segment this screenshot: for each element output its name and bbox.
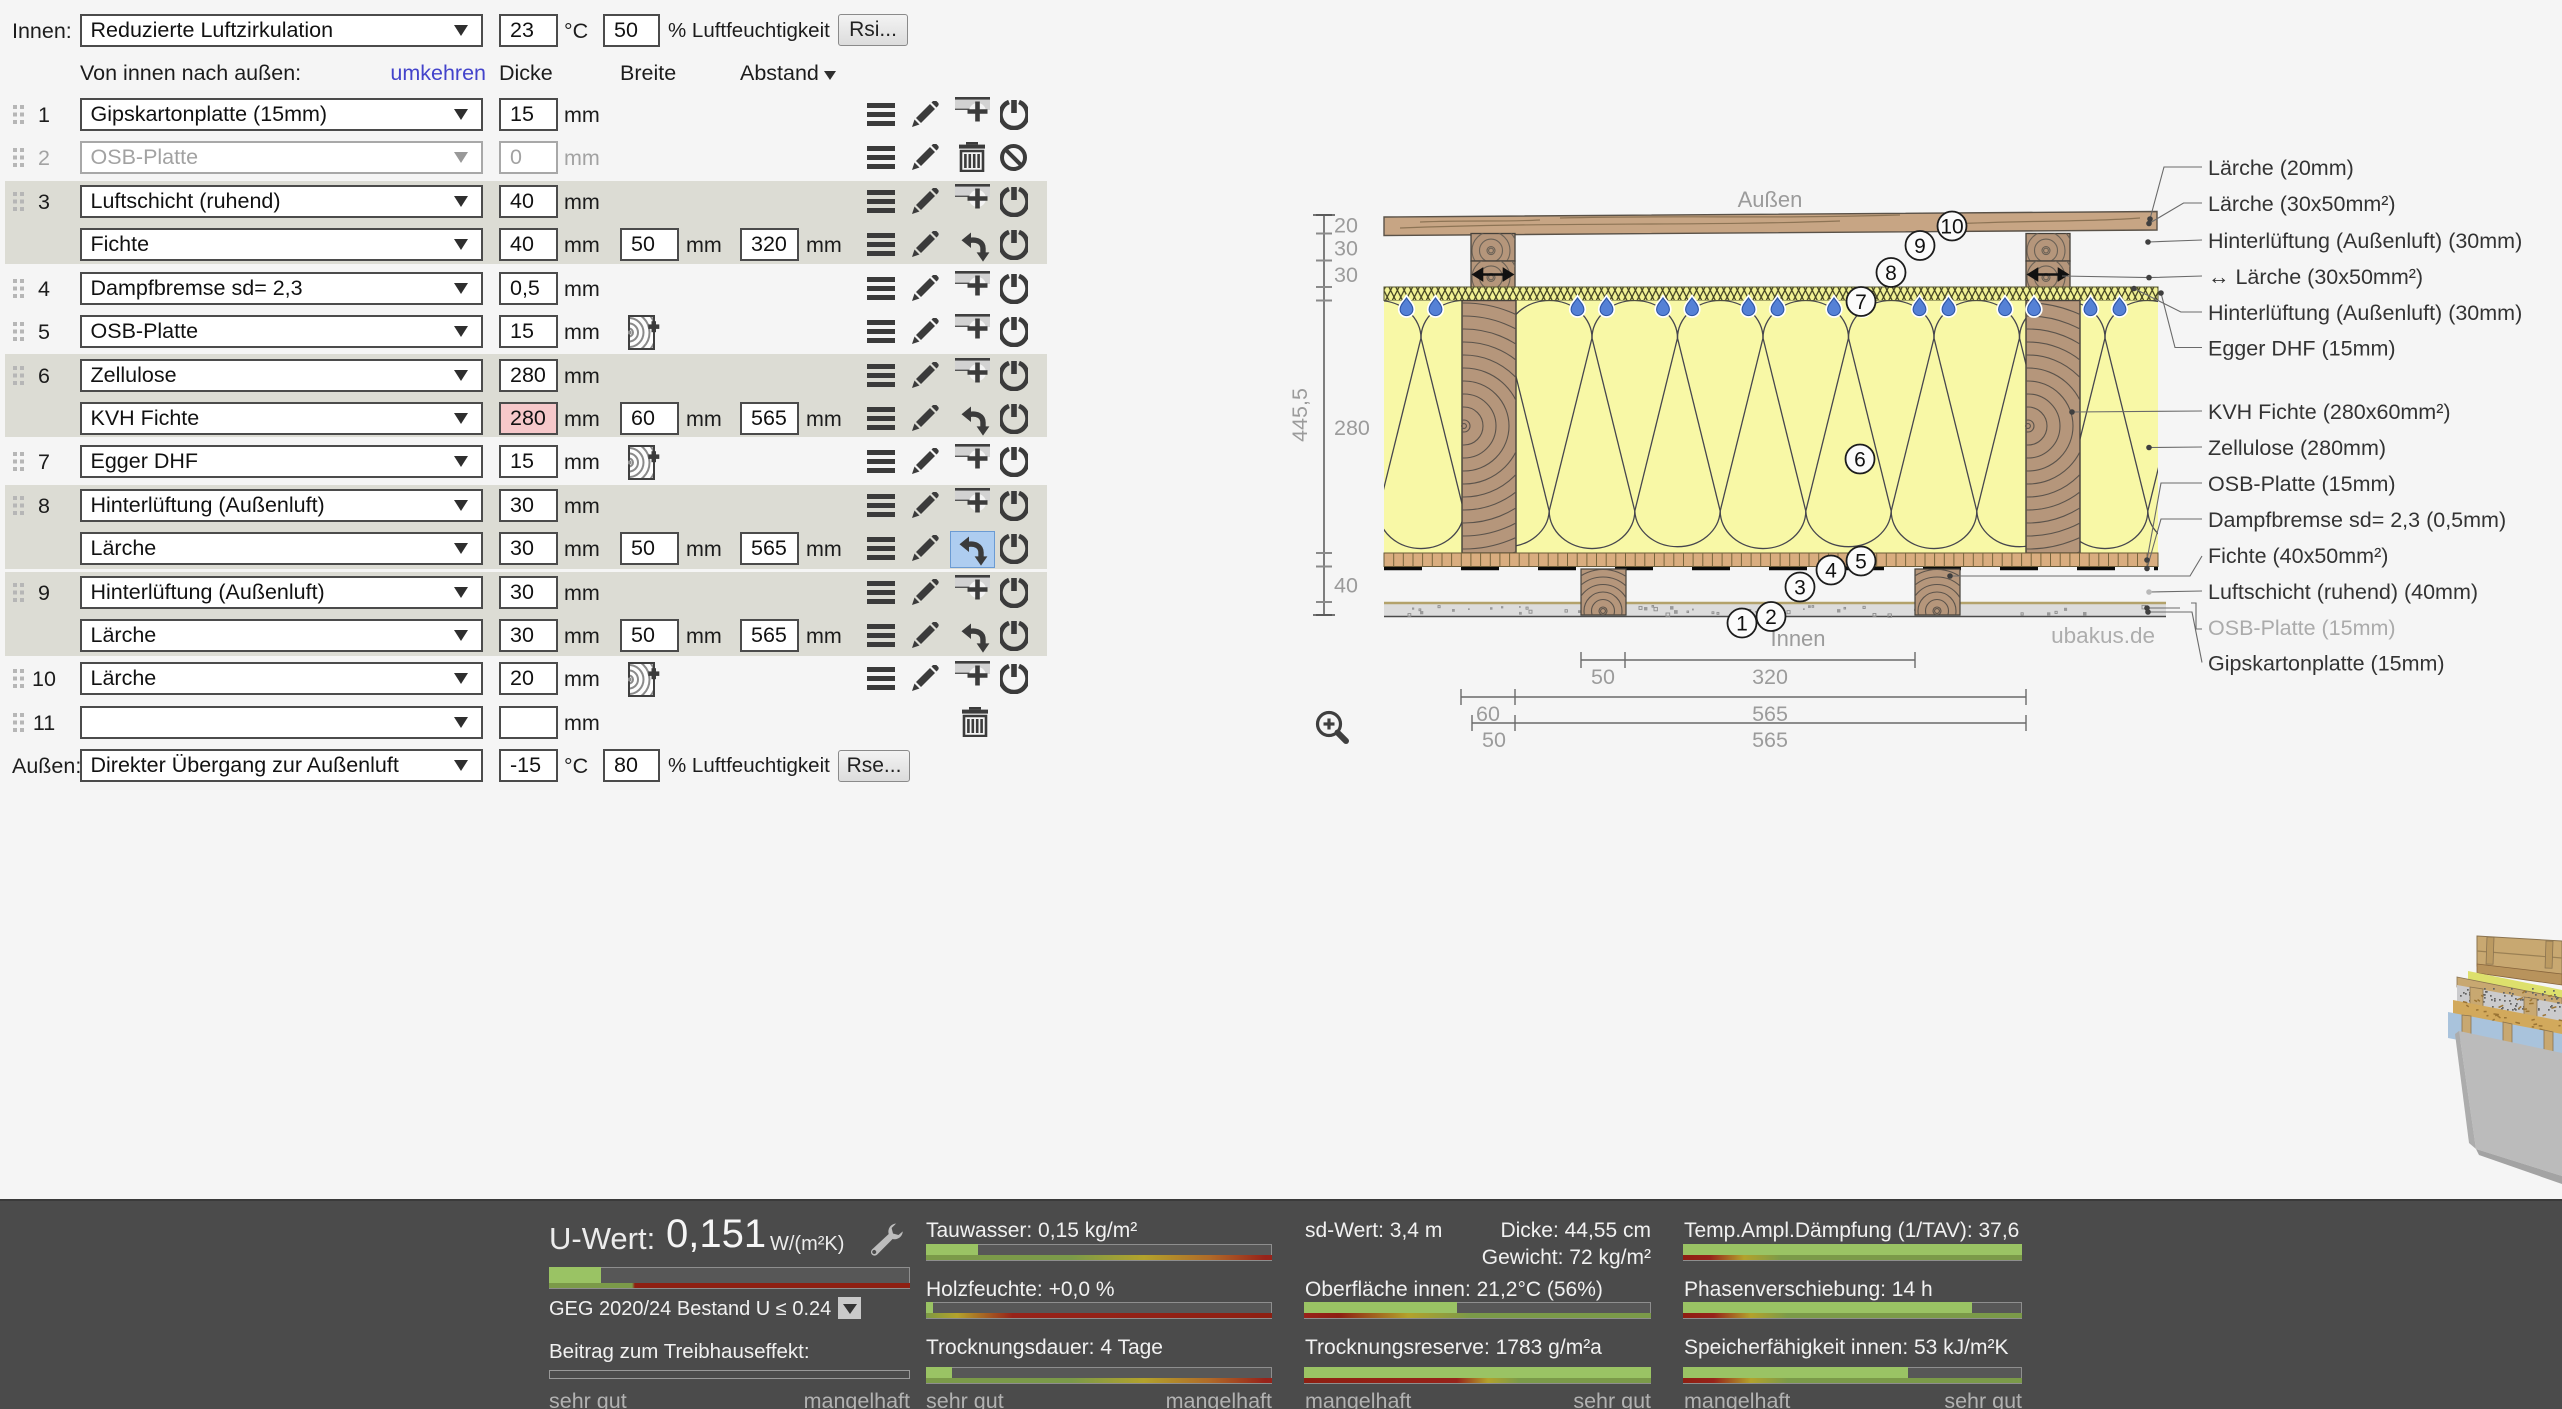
svg-text:5: 5 [1855,551,1867,574]
svg-text:Dampfbremse sd= 2,3 (0,5mm): Dampfbremse sd= 2,3 (0,5mm) [2208,508,2506,532]
svg-text:320: 320 [1752,665,1788,689]
svg-text:2: 2 [1765,606,1777,629]
svg-text:280: 280 [1334,416,1370,440]
svg-text:565: 565 [1752,702,1788,726]
svg-text:6: 6 [1854,449,1866,472]
svg-text:Außen: Außen [1738,187,1803,212]
svg-text:Fichte (40x50mm²): Fichte (40x50mm²) [2208,544,2388,568]
svg-text:Innen: Innen [1770,626,1825,651]
svg-text:1: 1 [1736,613,1748,636]
svg-text:3: 3 [1794,577,1806,600]
svg-text:9: 9 [1914,235,1926,258]
svg-text:40: 40 [1334,574,1358,598]
svg-text:30: 30 [1334,237,1358,261]
svg-text:8: 8 [1885,262,1897,285]
svg-text:Lärche (30x50mm²): Lärche (30x50mm²) [2208,192,2396,216]
svg-text:445,5: 445,5 [1288,388,1312,442]
svg-text:7: 7 [1855,291,1867,314]
svg-text:KVH Fichte (280x60mm²): KVH Fichte (280x60mm²) [2208,400,2451,424]
svg-text:Gipskartonplatte (15mm): Gipskartonplatte (15mm) [2208,652,2445,676]
svg-text:10: 10 [1940,216,1963,239]
svg-text:Lärche (20mm): Lärche (20mm) [2208,156,2354,180]
svg-text:Luftschicht (ruhend) (40mm): Luftschicht (ruhend) (40mm) [2208,580,2478,604]
svg-text:30: 30 [1334,263,1358,287]
svg-text:20: 20 [1334,214,1358,238]
svg-text:565: 565 [1752,728,1788,752]
svg-text:Hinterlüftung (Außenluft) (30m: Hinterlüftung (Außenluft) (30mm) [2208,301,2522,325]
svg-text:Hinterlüftung (Außenluft) (30m: Hinterlüftung (Außenluft) (30mm) [2208,229,2522,253]
svg-text:4: 4 [1825,560,1837,583]
svg-text:50: 50 [1482,728,1506,752]
svg-text:Egger DHF (15mm): Egger DHF (15mm) [2208,337,2396,361]
svg-text:Zellulose (280mm): Zellulose (280mm) [2208,436,2386,460]
svg-text:50: 50 [1591,665,1615,689]
svg-text:OSB-Platte (15mm): OSB-Platte (15mm) [2208,616,2396,640]
svg-text:OSB-Platte (15mm): OSB-Platte (15mm) [2208,472,2396,496]
svg-text:60: 60 [1476,702,1500,726]
svg-text:↔ Lärche (30x50mm²): ↔ Lärche (30x50mm²) [2208,265,2423,289]
svg-text:ubakus.de: ubakus.de [2051,623,2155,648]
